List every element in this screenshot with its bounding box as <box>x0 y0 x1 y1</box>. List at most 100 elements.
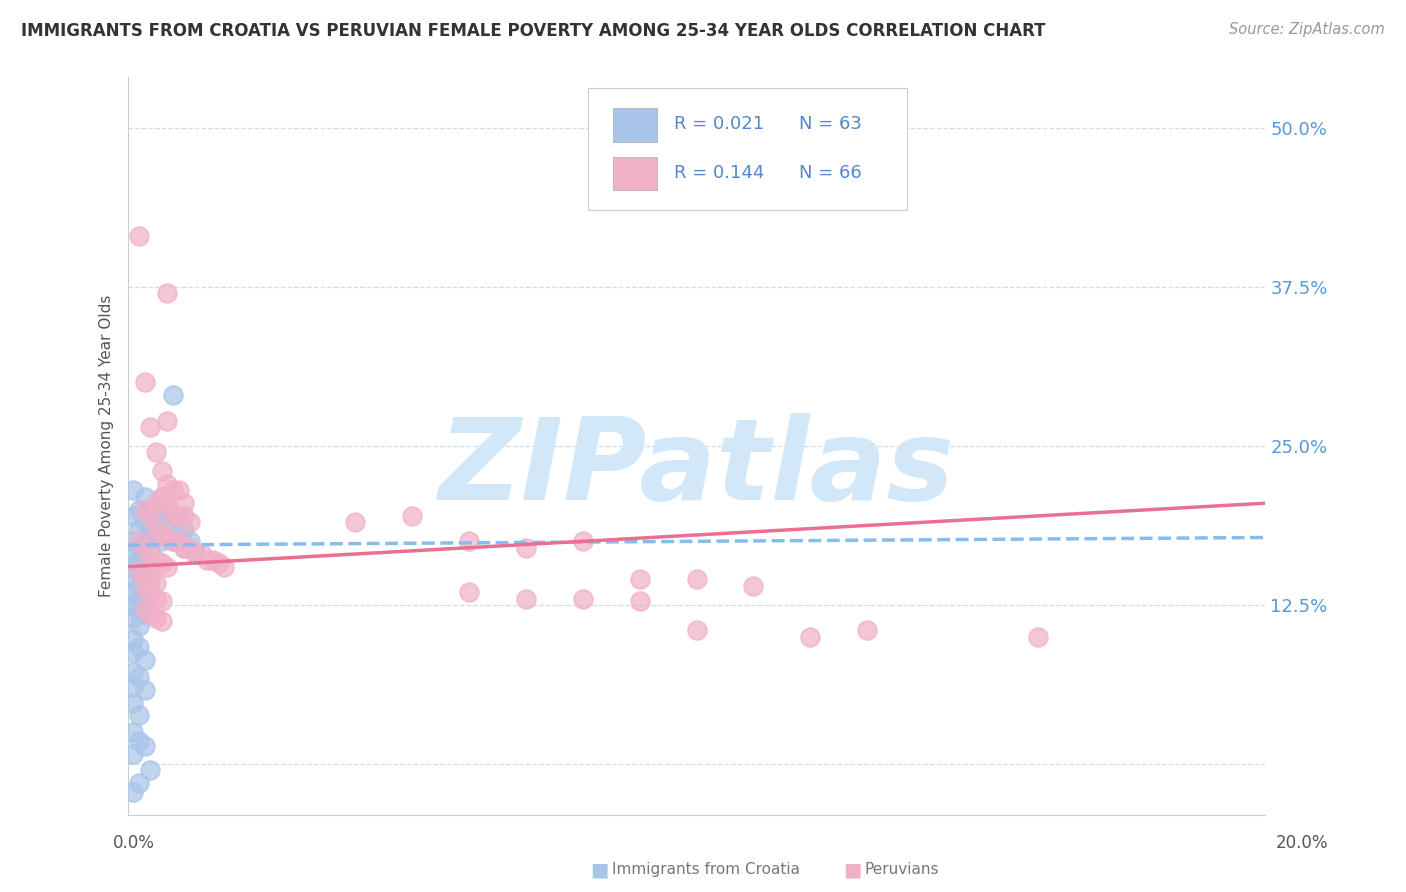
Point <box>628 573 651 587</box>
Point <box>128 534 150 549</box>
Point <box>128 522 150 536</box>
Point <box>145 496 167 510</box>
Point <box>458 534 481 549</box>
Point <box>167 534 190 549</box>
Point <box>195 553 218 567</box>
Point <box>128 579 150 593</box>
Point <box>139 541 162 555</box>
Point <box>156 559 179 574</box>
Point <box>179 515 201 529</box>
Point <box>122 696 145 710</box>
Point <box>214 559 236 574</box>
Text: ■: ■ <box>844 860 862 880</box>
Point <box>122 747 145 761</box>
Point <box>150 490 173 504</box>
Point <box>122 508 145 523</box>
Point <box>134 490 156 504</box>
Text: IMMIGRANTS FROM CROATIA VS PERUVIAN FEMALE POVERTY AMONG 25-34 YEAR OLDS CORRELA: IMMIGRANTS FROM CROATIA VS PERUVIAN FEMA… <box>21 22 1046 40</box>
Point <box>139 585 162 599</box>
Point <box>122 573 145 587</box>
Point <box>134 739 156 753</box>
Point <box>128 553 150 567</box>
Point <box>134 568 156 582</box>
Point <box>162 534 184 549</box>
Point <box>128 604 150 618</box>
Point <box>150 556 173 570</box>
Text: ■: ■ <box>591 860 609 880</box>
Point <box>150 490 173 504</box>
Point <box>134 568 156 582</box>
Text: Immigrants from Croatia: Immigrants from Croatia <box>612 863 800 877</box>
Point <box>150 615 173 629</box>
Point <box>145 553 167 567</box>
Point <box>139 585 162 599</box>
Point <box>134 502 156 516</box>
Point <box>139 763 162 777</box>
Point <box>156 286 179 301</box>
Point <box>134 683 156 698</box>
Point <box>190 547 212 561</box>
Text: N = 66: N = 66 <box>799 164 862 182</box>
Point <box>173 541 195 555</box>
Point <box>134 376 156 390</box>
Point <box>134 652 156 666</box>
Point <box>122 665 145 680</box>
Point <box>145 528 167 542</box>
Point <box>156 414 179 428</box>
Point <box>128 670 150 684</box>
Point <box>162 483 184 498</box>
Point <box>139 547 162 561</box>
Point <box>139 522 162 536</box>
Point <box>122 598 145 612</box>
Point <box>122 547 145 561</box>
Point <box>128 502 150 516</box>
Point <box>150 528 173 542</box>
Point <box>145 610 167 624</box>
Point <box>139 573 162 587</box>
Point <box>150 534 173 549</box>
Point <box>515 541 537 555</box>
Point <box>173 496 195 510</box>
Point <box>145 591 167 606</box>
Point <box>150 594 173 608</box>
Point <box>134 515 156 529</box>
Point <box>162 534 184 549</box>
Bar <box>613 157 657 190</box>
Point <box>128 229 150 244</box>
Point <box>173 541 195 555</box>
Text: Source: ZipAtlas.com: Source: ZipAtlas.com <box>1229 22 1385 37</box>
Point <box>179 541 201 555</box>
Point <box>122 632 145 647</box>
Point <box>167 515 190 529</box>
Point <box>167 534 190 549</box>
Point <box>122 585 145 599</box>
Text: R = 0.144: R = 0.144 <box>673 164 763 182</box>
Point <box>122 559 145 574</box>
Point <box>179 534 201 549</box>
Point <box>128 564 150 578</box>
Point <box>156 496 179 510</box>
Point <box>128 566 150 580</box>
Point <box>122 534 145 549</box>
Point <box>139 607 162 621</box>
Point <box>742 579 765 593</box>
Point <box>150 464 173 478</box>
Point <box>184 547 207 561</box>
Point <box>139 573 162 587</box>
Point <box>628 594 651 608</box>
Point <box>122 785 145 799</box>
Point <box>128 619 150 633</box>
Point <box>134 541 156 555</box>
Text: R = 0.021: R = 0.021 <box>673 115 763 133</box>
Point <box>145 445 167 459</box>
Point <box>139 420 162 434</box>
Point <box>134 547 156 561</box>
Point <box>167 508 190 523</box>
Text: ZIPatlas: ZIPatlas <box>439 413 955 524</box>
Point <box>799 630 821 644</box>
Point <box>173 508 195 523</box>
Point <box>344 515 367 529</box>
Point <box>156 477 179 491</box>
Point <box>685 573 707 587</box>
Point <box>173 522 195 536</box>
